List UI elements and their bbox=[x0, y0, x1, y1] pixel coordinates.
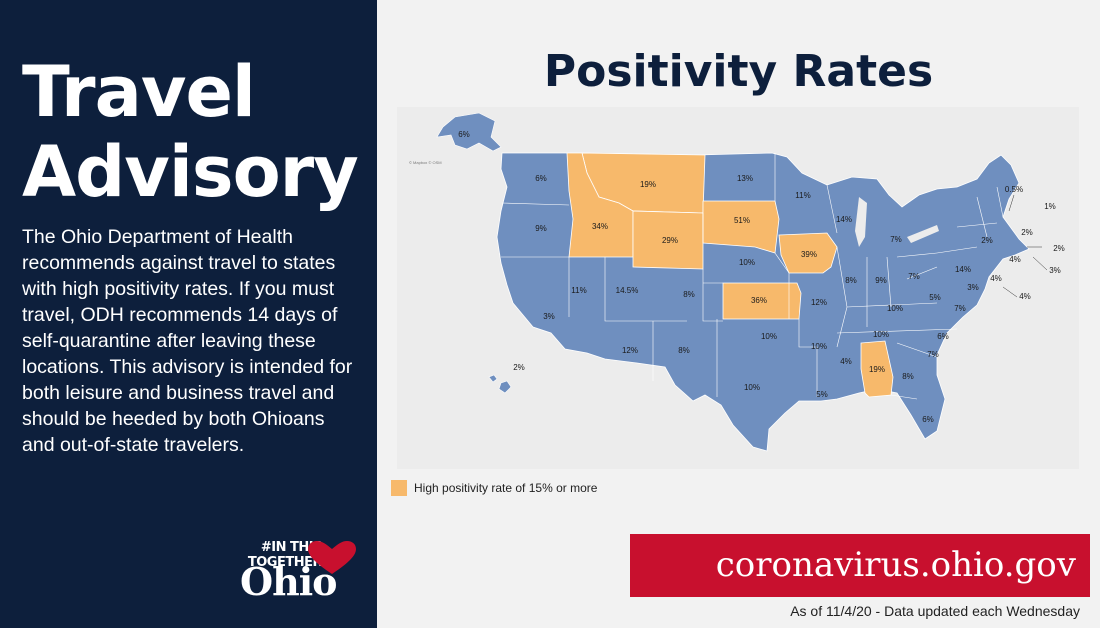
rate-NE: 10% bbox=[739, 258, 755, 267]
rate-SC: 7% bbox=[927, 350, 939, 359]
rate-NY: 2% bbox=[981, 236, 993, 245]
rate-MT: 19% bbox=[640, 180, 656, 189]
state-KS bbox=[722, 282, 802, 320]
state-HI bbox=[488, 374, 512, 394]
map-credit: © Mapbox © OSM bbox=[409, 160, 442, 165]
rate-CT: 4% bbox=[1009, 255, 1021, 264]
legend-label: High positivity rate of 15% or more bbox=[414, 481, 598, 495]
rate-NH: 2% bbox=[1021, 228, 1033, 237]
state-AL bbox=[860, 340, 894, 398]
map-panel: Positivity Rates © Mapbox © OSM bbox=[377, 0, 1100, 628]
website-banner[interactable]: coronavirus.ohio.gov bbox=[630, 534, 1090, 597]
rate-CO: 8% bbox=[683, 290, 695, 299]
rate-NV: 11% bbox=[571, 286, 586, 295]
rate-WA: 6% bbox=[535, 174, 547, 183]
leader-lines bbox=[1002, 194, 1048, 298]
us-positivity-map: © Mapbox © OSM bbox=[397, 107, 1079, 469]
rate-MD: 3% bbox=[967, 283, 979, 292]
rate-GA: 8% bbox=[902, 372, 914, 381]
rate-MO: 12% bbox=[811, 298, 827, 307]
rate-NJ: 4% bbox=[990, 274, 1002, 283]
rate-SD: 51% bbox=[734, 216, 750, 225]
rate-LA: 5% bbox=[816, 390, 828, 399]
rate-AZ: 12% bbox=[622, 346, 638, 355]
us-map-svg: © Mapbox © OSM bbox=[409, 112, 1065, 452]
rate-UT: 14.5% bbox=[616, 286, 639, 295]
advisory-panel: Travel Advisory The Ohio Department of H… bbox=[0, 0, 377, 628]
rate-WV: 5% bbox=[929, 293, 941, 302]
rate-OH: 7% bbox=[908, 272, 920, 281]
map-title: Positivity Rates bbox=[543, 46, 934, 97]
rate-MS: 4% bbox=[840, 357, 852, 366]
logo-tagline: #IN THIS TOGETHER bbox=[247, 540, 323, 570]
rate-VT: 0.5% bbox=[1005, 185, 1023, 194]
lake-michigan bbox=[855, 197, 867, 247]
rate-FL: 6% bbox=[922, 415, 934, 424]
rate-MN: 11% bbox=[795, 191, 810, 200]
rate-ME: 1% bbox=[1044, 202, 1056, 211]
as-of-note: As of 11/4/20 - Data updated each Wednes… bbox=[790, 603, 1080, 619]
rate-MA: 2% bbox=[1053, 244, 1065, 253]
rate-RI: 3% bbox=[1049, 266, 1061, 275]
rate-KY: 10% bbox=[887, 304, 903, 313]
rate-DE: 4% bbox=[1019, 292, 1031, 301]
rate-labels: 6% 6% 9% 3% 11% 34% 19% 29% 14.5% 12% 8%… bbox=[458, 130, 1065, 424]
advisory-body: The Ohio Department of Health recommends… bbox=[22, 226, 353, 456]
rate-TX: 10% bbox=[744, 383, 760, 392]
rate-NM: 8% bbox=[678, 346, 690, 355]
in-this-together-ohio-logo: #IN THIS TOGETHER Ohio bbox=[232, 540, 362, 608]
rate-AK: 6% bbox=[458, 130, 470, 139]
rate-ND: 13% bbox=[737, 174, 753, 183]
rate-AL: 19% bbox=[869, 365, 885, 374]
advisory-title: Travel Advisory bbox=[22, 51, 359, 213]
rate-OR: 9% bbox=[535, 224, 547, 233]
lake-erie bbox=[907, 225, 939, 243]
state-borders bbox=[501, 153, 1004, 400]
rate-VA: 7% bbox=[954, 304, 966, 313]
logo-ohio: Ohio bbox=[240, 559, 338, 604]
rate-WY: 29% bbox=[662, 236, 678, 245]
heart-icon bbox=[308, 541, 356, 574]
rate-HI: 2% bbox=[513, 363, 525, 372]
state-IA bbox=[778, 232, 838, 274]
legend-swatch-high bbox=[391, 480, 407, 496]
rate-MI: 7% bbox=[890, 235, 902, 244]
rate-ID: 34% bbox=[592, 222, 608, 231]
rate-OK: 10% bbox=[761, 332, 777, 341]
rate-PA: 14% bbox=[955, 265, 971, 274]
state-AK bbox=[436, 112, 502, 152]
rate-AR: 10% bbox=[811, 342, 827, 351]
rate-WI: 14% bbox=[836, 215, 852, 224]
rate-IN: 9% bbox=[875, 276, 887, 285]
rate-IL: 8% bbox=[845, 276, 857, 285]
legend: High positivity rate of 15% or more bbox=[391, 480, 597, 496]
rate-KS: 36% bbox=[751, 296, 767, 305]
rate-CA: 3% bbox=[543, 312, 555, 321]
rate-IA: 39% bbox=[801, 250, 817, 259]
rate-NC: 6% bbox=[937, 332, 949, 341]
rate-TN: 10% bbox=[873, 330, 889, 339]
